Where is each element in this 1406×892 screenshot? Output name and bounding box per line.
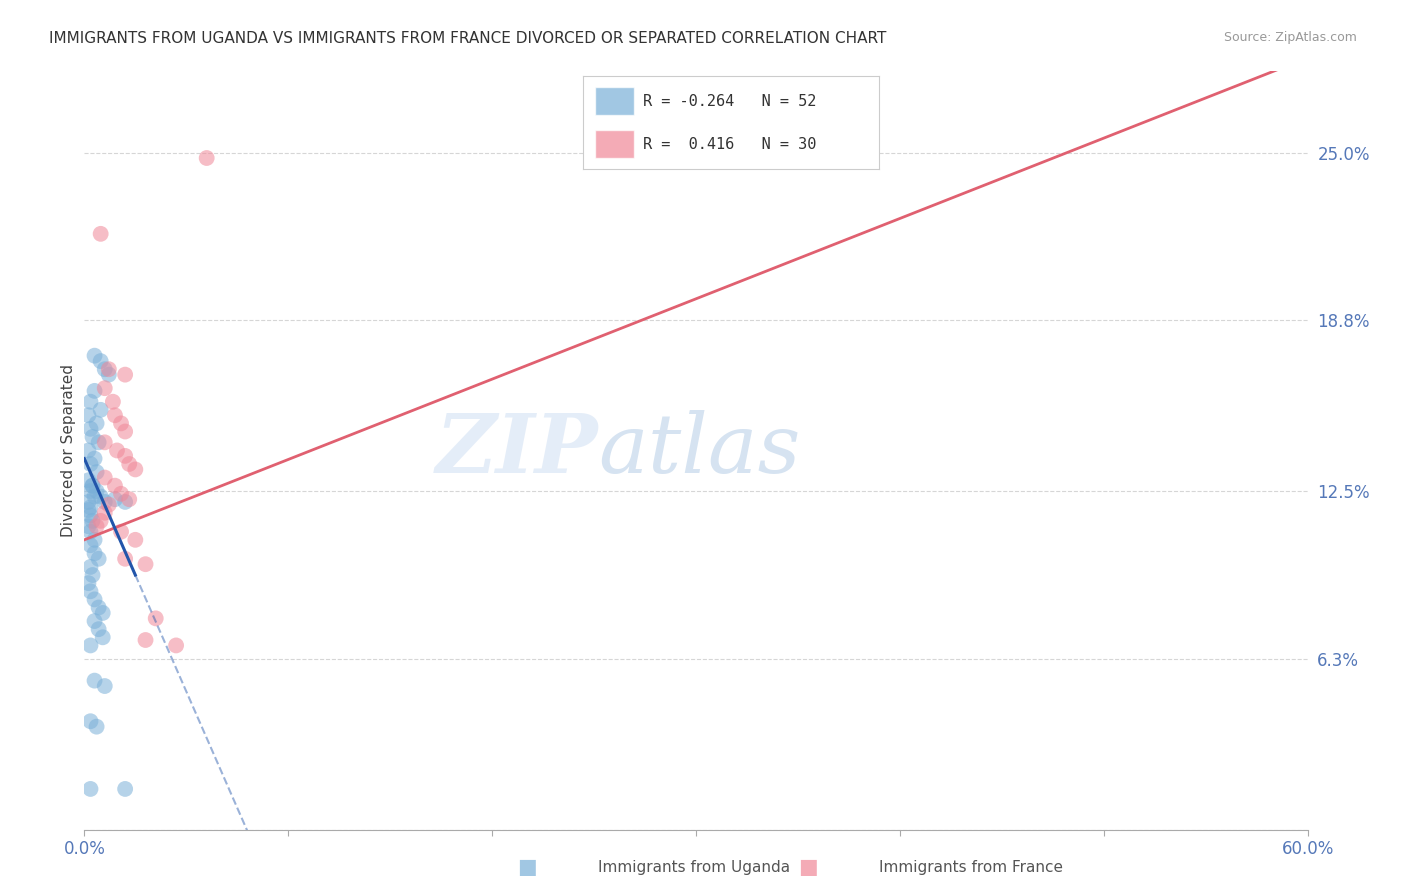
Point: [124, 462, 146, 476]
Point: [83, 614, 105, 628]
Point: [77, 519, 100, 533]
Point: [105, 443, 128, 458]
Point: [114, 425, 136, 439]
Point: [79, 538, 101, 552]
Point: [86, 720, 108, 734]
Point: [93, 506, 115, 520]
Point: [118, 457, 141, 471]
Point: [110, 524, 132, 539]
Point: [110, 417, 132, 431]
Point: [87, 435, 110, 450]
Point: [83, 592, 105, 607]
Point: [77, 473, 100, 487]
Point: [135, 633, 157, 648]
Point: [83, 384, 105, 398]
Point: [114, 449, 136, 463]
Point: [101, 394, 124, 409]
Point: [93, 470, 115, 484]
Point: [79, 524, 101, 539]
Point: [77, 443, 100, 458]
Point: [83, 673, 105, 688]
Point: [90, 227, 112, 241]
Text: Source: ZipAtlas.com: Source: ZipAtlas.com: [1223, 31, 1357, 45]
Text: R =  0.416   N = 30: R = 0.416 N = 30: [643, 136, 815, 152]
Point: [79, 639, 101, 653]
Point: [93, 381, 115, 395]
Point: [90, 402, 112, 417]
Point: [86, 484, 108, 499]
Y-axis label: Divorced or Separated: Divorced or Separated: [60, 364, 76, 537]
Point: [86, 519, 108, 533]
Point: [145, 611, 167, 625]
Point: [93, 435, 115, 450]
Text: Immigrants from Uganda: Immigrants from Uganda: [598, 860, 790, 874]
Point: [79, 422, 101, 436]
Point: [114, 368, 136, 382]
Point: [79, 560, 101, 574]
Text: ■: ■: [799, 857, 818, 877]
Point: [165, 639, 187, 653]
Point: [93, 495, 115, 509]
Text: R = -0.264   N = 52: R = -0.264 N = 52: [643, 94, 815, 109]
Point: [86, 417, 108, 431]
Text: ■: ■: [517, 857, 537, 877]
Point: [195, 151, 218, 165]
Point: [135, 557, 157, 572]
Point: [83, 533, 105, 547]
Point: [87, 551, 110, 566]
Point: [91, 606, 114, 620]
Point: [97, 362, 120, 376]
Point: [83, 349, 105, 363]
Point: [83, 490, 105, 504]
Point: [83, 546, 105, 560]
Point: [79, 484, 101, 499]
Point: [86, 465, 108, 479]
Point: [83, 451, 105, 466]
Text: IMMIGRANTS FROM UGANDA VS IMMIGRANTS FROM FRANCE DIVORCED OR SEPARATED CORRELATI: IMMIGRANTS FROM UGANDA VS IMMIGRANTS FRO…: [49, 31, 887, 46]
Point: [79, 457, 101, 471]
Point: [79, 714, 101, 729]
Point: [79, 508, 101, 523]
Point: [79, 781, 101, 796]
FancyBboxPatch shape: [595, 130, 634, 158]
Point: [114, 551, 136, 566]
Point: [90, 490, 112, 504]
Point: [104, 409, 127, 423]
Point: [82, 514, 104, 528]
Text: Immigrants from France: Immigrants from France: [879, 860, 1063, 874]
Point: [82, 478, 104, 492]
Point: [77, 576, 100, 591]
Point: [97, 498, 120, 512]
Point: [82, 478, 104, 492]
Point: [97, 368, 120, 382]
Point: [114, 495, 136, 509]
Text: atlas: atlas: [598, 410, 800, 491]
Point: [79, 500, 101, 515]
Point: [114, 781, 136, 796]
Point: [93, 362, 115, 376]
Point: [90, 354, 112, 368]
Point: [77, 409, 100, 423]
Point: [87, 600, 110, 615]
Point: [104, 492, 127, 507]
Point: [87, 622, 110, 636]
Point: [77, 503, 100, 517]
Point: [91, 630, 114, 644]
Point: [104, 478, 127, 492]
Text: ZIP: ZIP: [436, 410, 598, 491]
Point: [93, 679, 115, 693]
Point: [90, 514, 112, 528]
Point: [82, 568, 104, 582]
Point: [79, 584, 101, 599]
FancyBboxPatch shape: [595, 87, 634, 115]
Point: [82, 430, 104, 444]
Point: [79, 394, 101, 409]
Point: [124, 533, 146, 547]
Point: [77, 495, 100, 509]
Point: [110, 487, 132, 501]
Point: [118, 492, 141, 507]
